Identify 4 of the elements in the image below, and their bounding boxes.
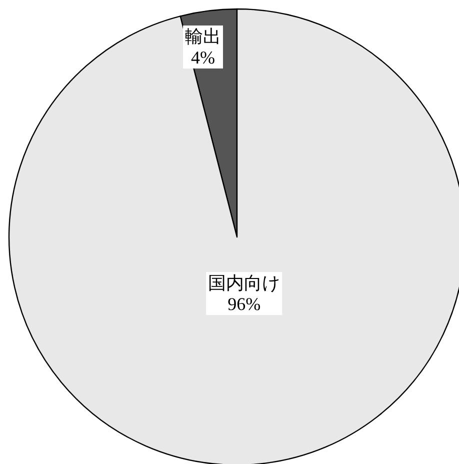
data-label: 96% [228,294,261,314]
data-label: 4% [190,47,215,68]
slice-label: 輸出 [184,26,221,46]
slice-label: 国内向け [208,273,280,294]
